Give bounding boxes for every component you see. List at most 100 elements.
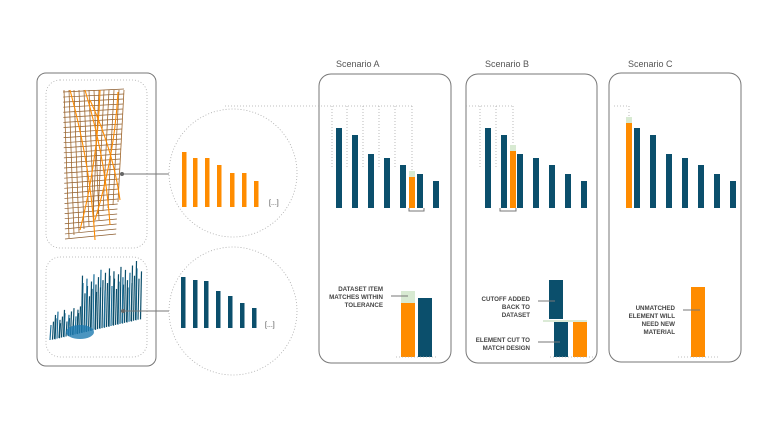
dataset-item-bar	[228, 296, 233, 328]
design-ellipsis: [...]	[269, 200, 279, 207]
scenario-a-match-bracket	[408, 208, 425, 212]
design-element-bar	[193, 158, 198, 207]
design-elements-circle	[168, 108, 298, 238]
scenario-c-label-line1: UNMATCHED	[636, 305, 676, 312]
lattice-horizontal	[64, 223, 117, 230]
stock-spike	[62, 309, 66, 337]
stock-spike	[98, 287, 102, 329]
stock-spike	[123, 269, 127, 323]
lattice-horizontal	[64, 188, 119, 194]
stock-spike	[134, 261, 138, 321]
scenario-c-dataset-bar	[666, 154, 672, 208]
scenario-c-label-line3: NEED NEW	[642, 321, 676, 328]
stock-spike	[119, 266, 122, 324]
stock-spike	[114, 288, 118, 325]
scenario-a-dataset-bar	[417, 174, 423, 208]
scenario-b-title: Scenario B	[485, 59, 529, 69]
stock-spike	[116, 274, 120, 325]
dataset-item-bar	[193, 280, 198, 328]
scenario-b-design-bar	[510, 151, 516, 208]
source-panel	[36, 72, 157, 367]
lattice-vertical	[102, 89, 110, 212]
stock-spike	[125, 280, 129, 323]
lattice-horizontal	[64, 203, 118, 209]
scenario-b-dataset-bar	[501, 135, 507, 208]
lattice-curve	[84, 89, 111, 226]
stock-spike	[137, 278, 140, 320]
lattice-curve	[79, 89, 101, 231]
scenario-b-dataset-bar	[581, 181, 587, 208]
scenario-b-panel	[465, 73, 598, 364]
stock-spike	[65, 321, 68, 337]
lattice-curve	[89, 99, 121, 201]
scenario-b-dataset-bar	[533, 158, 539, 208]
scenario-b-dataset-bar	[485, 128, 491, 208]
scenario-c-label-line4: MATERIAL	[643, 329, 675, 336]
scenario-a-title: Scenario A	[336, 59, 380, 69]
lattice-horizontal	[63, 123, 123, 128]
dataset-image-frame	[45, 256, 148, 358]
stock-spike	[89, 281, 93, 331]
lattice-vertical	[83, 89, 90, 227]
scenario-b-dataset-bar	[549, 165, 555, 208]
dataset-item-bar	[181, 277, 186, 328]
stock-spike	[132, 275, 136, 321]
dataset-item-bar	[204, 281, 209, 328]
scenario-a-dataset-bar	[384, 158, 390, 208]
stock-spike	[96, 277, 100, 330]
design-anchor-dot	[120, 172, 124, 176]
lattice-horizontal	[64, 233, 117, 240]
comparison-guide-lines	[225, 105, 630, 171]
scenario-c-dataset-bar	[730, 181, 736, 208]
stock-spike	[51, 321, 55, 340]
stock-spike	[103, 290, 106, 328]
lattice-vertical	[88, 89, 95, 224]
stock-spike	[128, 272, 131, 322]
dataset-elements-circle	[168, 246, 298, 376]
scenario-c-title: Scenario C	[628, 59, 673, 69]
lattice-vertical	[63, 89, 70, 239]
design-element-bar	[182, 152, 187, 207]
scenario-a-tolerance-zone	[401, 291, 415, 303]
stock-spike	[87, 296, 91, 332]
scenario-a-dataset-bar	[352, 135, 358, 208]
lattice-vertical	[78, 89, 85, 230]
dataset-stock-image	[49, 261, 143, 341]
lattice-curve	[69, 89, 96, 241]
scenario-a-label-line2: MATCHES WITHIN	[329, 294, 383, 301]
scenario-b-bottom-label-line1: ELEMENT CUT TO	[476, 337, 530, 344]
dataset-item-bar	[252, 308, 257, 328]
design-element-bar	[217, 165, 222, 207]
lattice-vertical	[117, 89, 125, 203]
lattice-horizontal	[64, 228, 117, 235]
stock-cluster	[66, 325, 94, 339]
lattice-horizontal	[62, 88, 125, 93]
lattice-vertical	[92, 89, 100, 218]
stock-spike	[94, 284, 97, 330]
scenario-b-bottom-label-line2: MATCH DESIGN	[483, 345, 531, 352]
scenario-c-design-bar	[626, 123, 632, 208]
design-element-bar	[205, 158, 210, 207]
scenario-c-dataset-bar	[698, 165, 704, 208]
scenario-b-cut-element	[554, 322, 568, 357]
lattice-horizontal	[63, 128, 122, 133]
design-element-bar	[230, 173, 235, 207]
design-lattice-image	[62, 88, 125, 241]
stock-spike	[58, 319, 61, 338]
stock-spike	[110, 285, 113, 327]
scenario-a-tolerance-marker	[409, 171, 415, 177]
scenario-a-design-bar	[409, 177, 415, 208]
scenario-c-dataset-bar	[634, 128, 640, 208]
scenario-a-dataset-bar	[336, 128, 342, 208]
dataset-anchor-dot	[121, 309, 125, 313]
design-element-bar	[254, 181, 259, 207]
lattice-horizontal	[63, 133, 122, 138]
stock-spike	[139, 271, 143, 320]
stock-spike	[130, 283, 133, 322]
stock-spike	[112, 271, 115, 326]
scenario-a-label-line1: DATASET ITEM	[338, 286, 383, 293]
stock-spike	[53, 314, 57, 339]
lattice-vertical	[107, 89, 115, 209]
scenario-b-dataset-bar	[517, 154, 523, 208]
dataset-item-bar	[216, 291, 221, 328]
